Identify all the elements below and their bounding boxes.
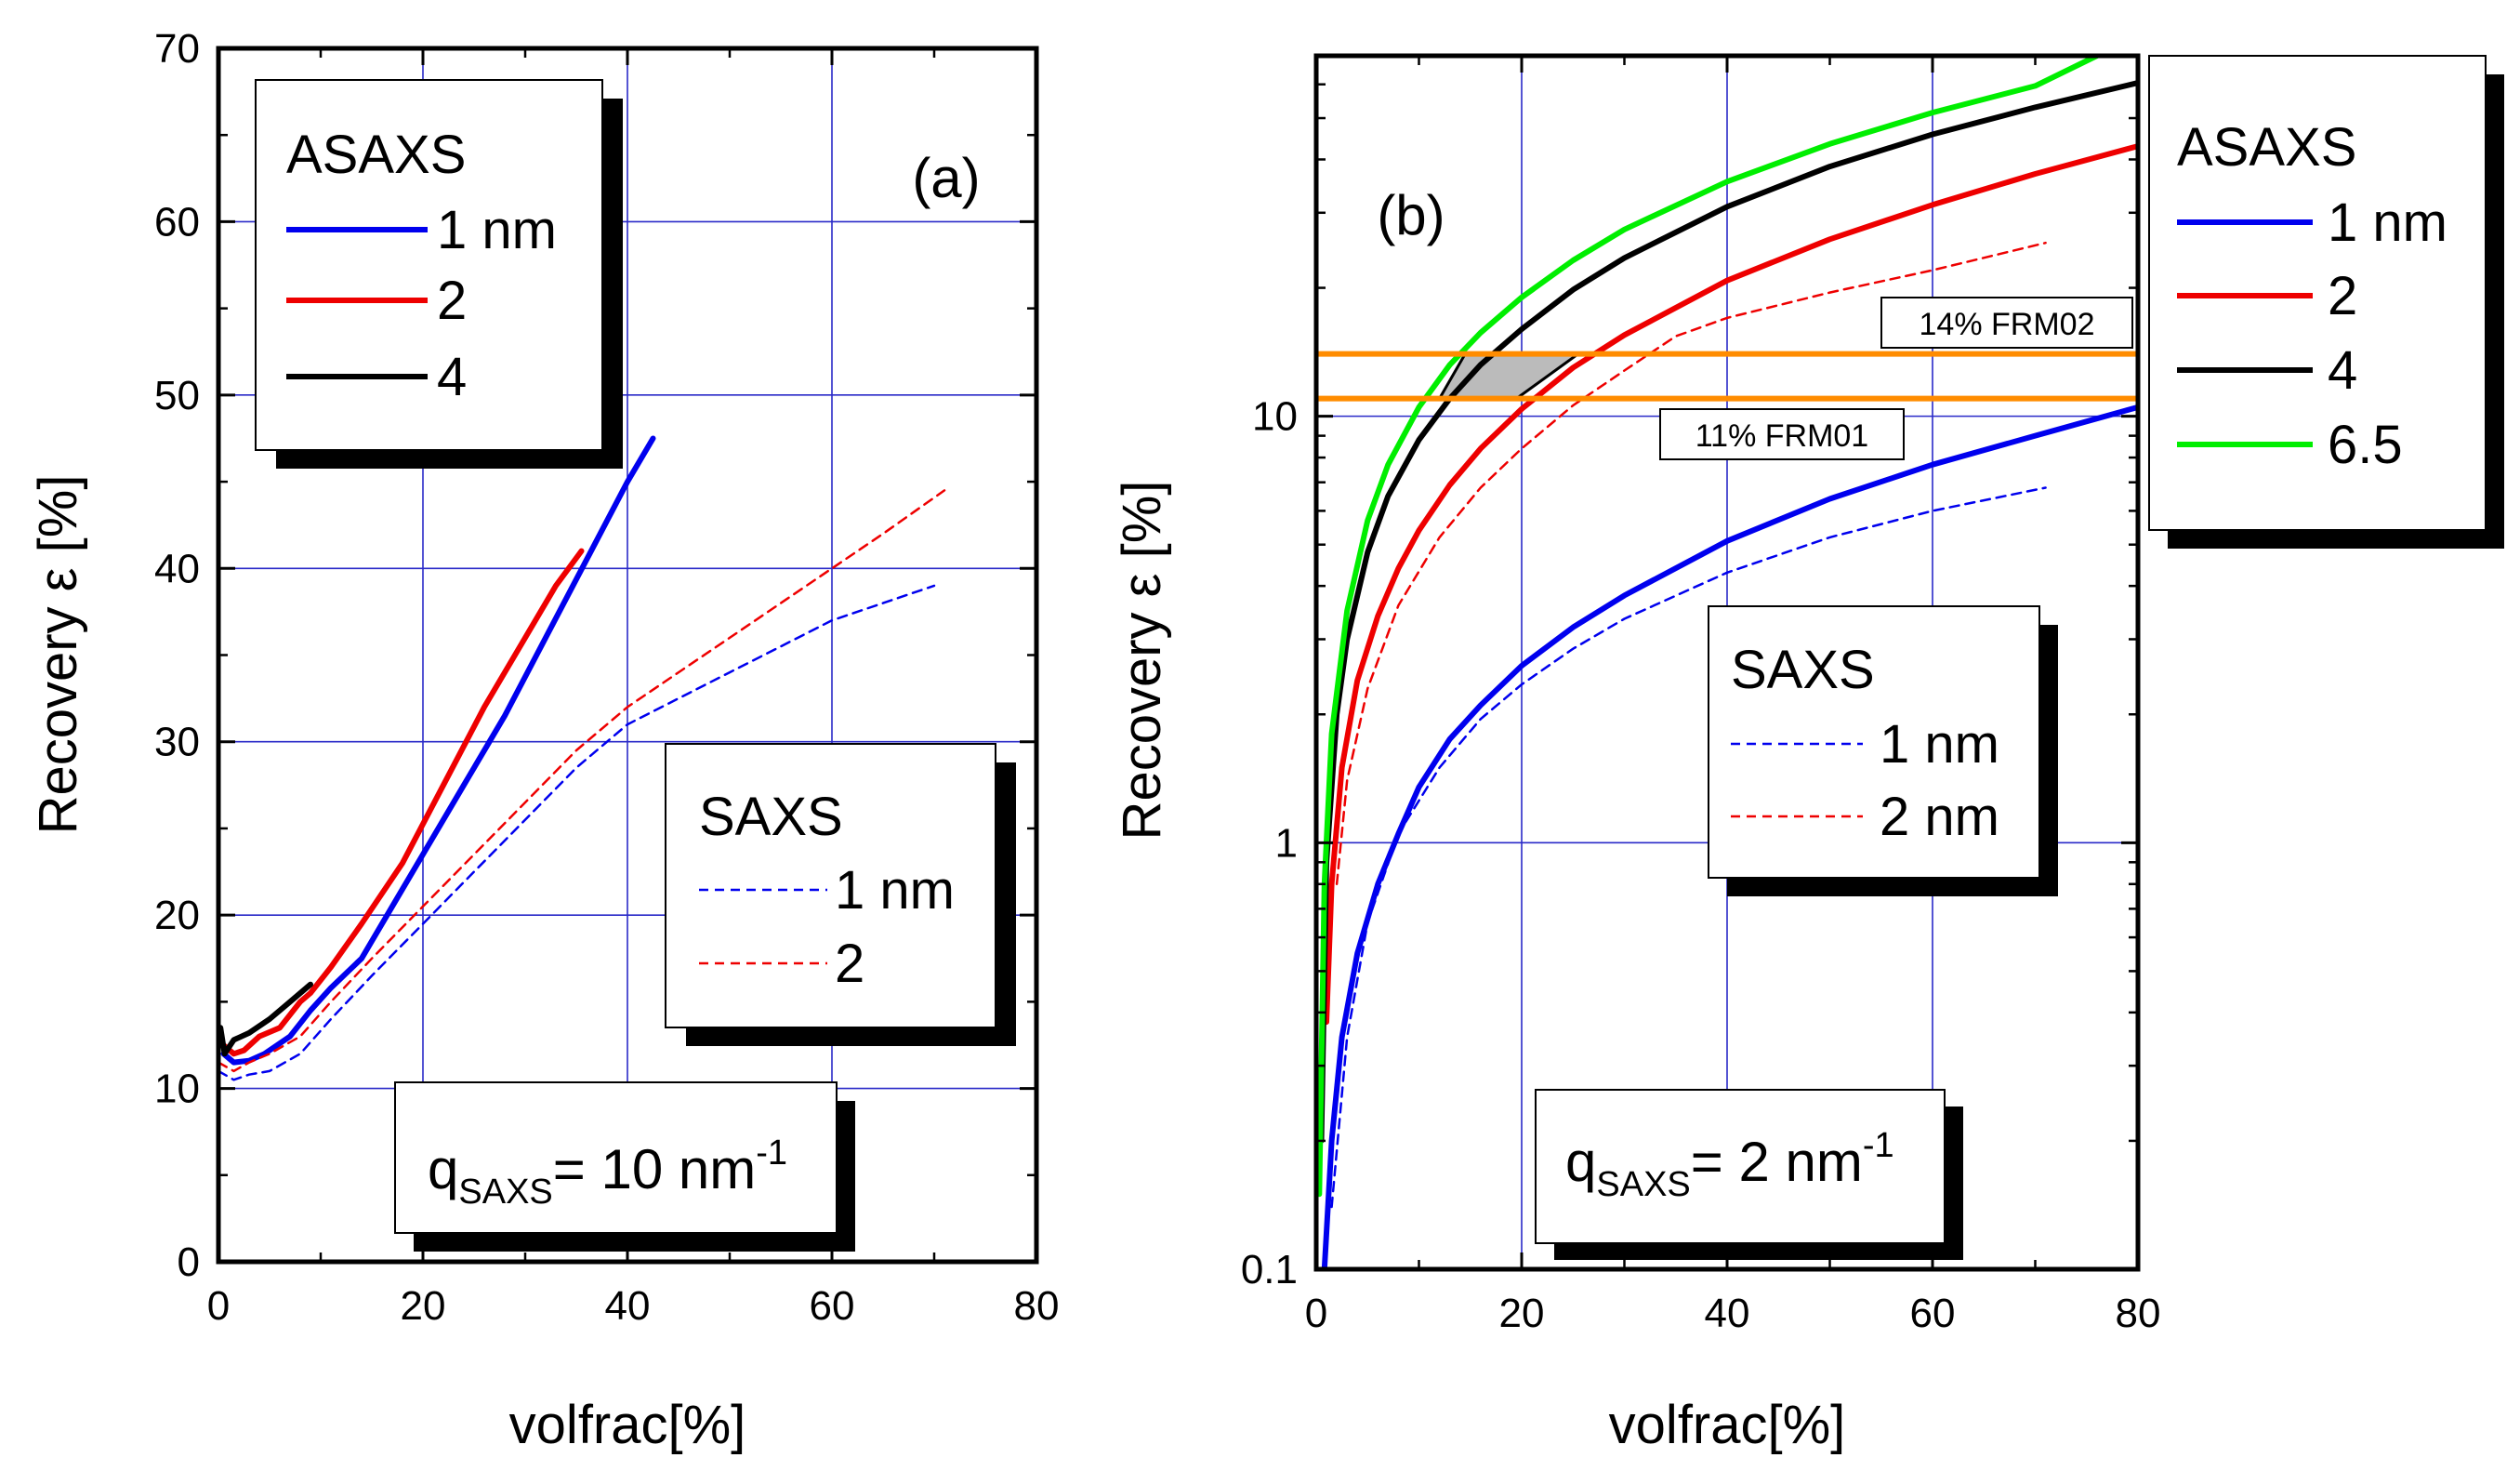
legend-entry: 4 xyxy=(437,347,467,407)
series-line-asaxs-1-nm xyxy=(1321,404,2138,1269)
annotation-box xyxy=(394,1081,838,1234)
panel-b: 0 20 40 60 80 0.1 1 10 volfrac[%] Recovery ε [… xyxy=(1112,53,2504,1455)
panel-b-reference-lines xyxy=(1316,351,2138,402)
legend-entry: 2 xyxy=(437,271,467,331)
series-line-saxs-1-nm xyxy=(1330,486,2047,1209)
y-tick-label: 0 xyxy=(178,1239,200,1285)
panel-b-shaded-region xyxy=(1437,352,1583,401)
panel-b-ticks xyxy=(1314,56,2140,1271)
ref-label-text: 11% FRM01 xyxy=(1695,418,1868,454)
y-tick-label: 20 xyxy=(154,893,200,938)
legend-title: SAXS xyxy=(1731,640,1875,700)
ref-label-frm01: 11% FRM01 xyxy=(1659,408,1905,460)
x-tick-label: 60 xyxy=(1910,1291,1956,1336)
annotation-box xyxy=(1535,1089,1946,1244)
x-tick-label: 60 xyxy=(810,1283,855,1329)
legend-entry: 2 xyxy=(835,934,864,994)
panel-b-x-axis-label: volfrac[%] xyxy=(1609,1395,1846,1455)
y-tick-label: 10 xyxy=(154,1067,200,1112)
legend-entry: 1 nm xyxy=(2328,192,2447,253)
y-tick-label: 30 xyxy=(154,720,200,765)
legend-entry: 2 xyxy=(2328,266,2357,326)
legend-entry: 2 nm xyxy=(1880,787,1999,847)
panel-a-q-annotation: qSAXS= 10 nm-1 xyxy=(394,1081,855,1252)
panel-b-saxs-legend: SAXS 1 nm 2 nm xyxy=(1708,605,2058,896)
series-line-asaxs-1-nm xyxy=(220,435,656,1066)
q-saxs-label: qSAXS= 10 nm-1 xyxy=(428,1133,787,1212)
y-tick-label: 40 xyxy=(154,546,200,591)
legend-entry: 1 nm xyxy=(437,200,557,260)
legend-entry: 6.5 xyxy=(2328,415,2403,475)
panel-a-grid xyxy=(218,48,1036,1262)
ref-label-frm02: 14% FRM02 xyxy=(1880,297,2133,349)
series-line-asaxs-4 xyxy=(218,981,313,1057)
panel-a-x-tick-labels: 0 20 40 60 80 xyxy=(207,1283,1060,1329)
shaded-operating-region xyxy=(1437,352,1583,401)
legend-box xyxy=(1708,605,2040,879)
panel-a-y-tick-labels: 0 10 20 30 40 50 60 70 xyxy=(154,26,200,1285)
x-tick-label: 0 xyxy=(207,1283,230,1329)
y-tick-label: 0.1 xyxy=(1241,1247,1298,1292)
ref-label-box xyxy=(1880,297,2133,349)
series-line-asaxs-4 xyxy=(1318,80,2138,1144)
series-line-saxs-2 xyxy=(218,489,946,1073)
panel-b-x-tick-labels: 0 20 40 60 80 xyxy=(1305,1291,2161,1336)
panel-b-letter: (b) xyxy=(1377,184,1445,246)
legend-title: ASAXS xyxy=(2177,117,2356,178)
legend-entry: 1 nm xyxy=(1880,714,1999,775)
legend-title: ASAXS xyxy=(286,125,466,185)
panel-a: 0 20 40 60 80 0 10 20 30 40 50 60 70 volfrac[%] Rec… xyxy=(28,26,1059,1455)
y-tick-label: 60 xyxy=(154,199,200,245)
legend-entry: 4 xyxy=(2328,340,2357,401)
series-line-asaxs-2 xyxy=(1324,143,2138,1026)
panel-a-y-axis-label: Recovery ε [%] xyxy=(28,475,88,835)
y-tick-label: 1 xyxy=(1275,820,1298,866)
series-line-saxs-2-nm xyxy=(1335,241,2047,886)
panel-b-y-tick-labels: 0.1 1 10 xyxy=(1241,394,1298,1292)
panel-a-x-axis-label: volfrac[%] xyxy=(509,1395,746,1455)
legend-box xyxy=(665,743,996,1028)
series-line-asaxs-2 xyxy=(220,548,585,1057)
panel-a-series xyxy=(218,435,946,1081)
y-tick-label: 10 xyxy=(1252,394,1298,440)
panel-a-asaxs-legend: ASAXS 1 nm 2 4 xyxy=(255,79,623,469)
panel-b-series xyxy=(1316,56,2138,1269)
x-tick-label: 20 xyxy=(401,1283,446,1329)
q-saxs-label: qSAXS= 2 nm-1 xyxy=(1565,1126,1894,1204)
ref-label-box xyxy=(1659,408,1905,460)
panel-b-asaxs-legend: ASAXS 1 nm 2 4 6.5 xyxy=(2148,55,2504,549)
series-line-saxs-1-nm xyxy=(218,584,936,1081)
legend-box xyxy=(2148,55,2487,531)
panel-a-letter: (a) xyxy=(912,147,980,209)
panel-a-saxs-legend: SAXS 1 nm 2 xyxy=(665,743,1016,1046)
legend-box xyxy=(255,79,603,451)
y-tick-label: 70 xyxy=(154,26,200,72)
ref-label-text: 14% FRM02 xyxy=(1920,307,2095,342)
series-line-asaxs-6-5 xyxy=(1316,56,2100,1198)
x-tick-label: 40 xyxy=(1705,1291,1750,1336)
x-tick-label: 40 xyxy=(605,1283,651,1329)
legend-title: SAXS xyxy=(699,787,843,847)
x-tick-label: 20 xyxy=(1499,1291,1545,1336)
legend-entry: 1 nm xyxy=(835,860,955,921)
panel-b-y-axis-label: Recovery ε [%] xyxy=(1112,481,1172,841)
x-tick-label: 80 xyxy=(1014,1283,1060,1329)
y-tick-label: 50 xyxy=(154,373,200,418)
panel-b-q-annotation: qSAXS= 2 nm-1 xyxy=(1535,1089,1963,1260)
x-tick-label: 0 xyxy=(1305,1291,1327,1336)
x-tick-label: 80 xyxy=(2116,1291,2161,1336)
panel-a-ticks xyxy=(217,46,1038,1264)
